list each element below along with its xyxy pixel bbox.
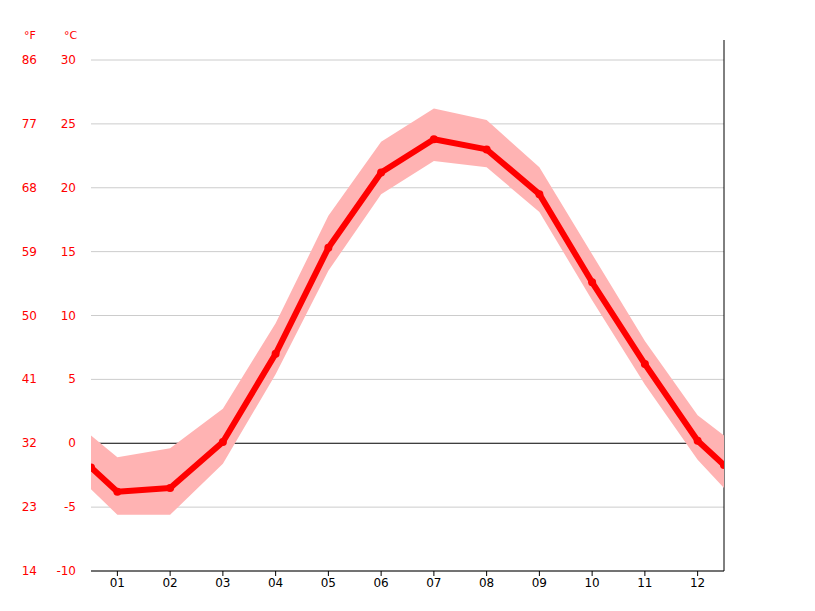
right-axis xyxy=(724,40,725,571)
grid-line xyxy=(91,123,724,124)
marker xyxy=(641,360,649,368)
y-tick-label: 5 xyxy=(68,372,76,386)
grid-line xyxy=(91,60,724,61)
x-tick-label: 08 xyxy=(479,576,494,590)
y2-tick-label: 32 xyxy=(22,436,37,450)
grid-line xyxy=(91,379,724,380)
y2-tick-label: 41 xyxy=(22,372,37,386)
x-tick-label: 07 xyxy=(426,576,441,590)
left-edge xyxy=(91,60,92,571)
y-tick-label: -10 xyxy=(56,564,76,578)
y-tick-label: 30 xyxy=(61,53,76,67)
range-band xyxy=(91,109,724,515)
grid-line xyxy=(91,507,724,508)
marker xyxy=(535,190,543,198)
x-tick-label: 06 xyxy=(373,576,388,590)
marker xyxy=(113,488,121,496)
y2-tick-label: 23 xyxy=(22,500,37,514)
y2-tick-label: 86 xyxy=(22,53,37,67)
y-tick-label: 0 xyxy=(68,436,76,450)
y-tick-label: -5 xyxy=(64,500,76,514)
grid-line xyxy=(91,251,724,252)
marker xyxy=(720,461,724,469)
x-tick-label: 05 xyxy=(321,576,336,590)
y2-tick-label: 50 xyxy=(22,309,37,323)
x-tick-label: 01 xyxy=(110,576,125,590)
marker xyxy=(272,350,280,358)
marker xyxy=(430,135,438,143)
marker xyxy=(694,437,702,445)
x-tick-label: 04 xyxy=(268,576,283,590)
y2-axis-label: °F xyxy=(24,29,36,42)
grid-line xyxy=(91,187,724,188)
marker xyxy=(588,278,596,286)
marker xyxy=(377,168,385,176)
line xyxy=(91,139,724,492)
y-tick-label: 15 xyxy=(61,245,76,259)
x-tick-label: 09 xyxy=(532,576,547,590)
y-tick-label: 10 xyxy=(61,309,76,323)
x-tick-label: 11 xyxy=(637,576,652,590)
y2-tick-label: 59 xyxy=(22,245,37,259)
x-axis xyxy=(91,571,724,572)
y2-tick-label: 68 xyxy=(22,181,37,195)
y-tick-label: 25 xyxy=(61,117,76,131)
y2-tick-label: 14 xyxy=(22,564,37,578)
marker xyxy=(166,484,174,492)
y2-tick-label: 77 xyxy=(22,117,37,131)
x-tick-label: 02 xyxy=(162,576,177,590)
chart: -10-5051015202530142332415059687786°F°C0… xyxy=(0,0,815,611)
y-tick-label: 20 xyxy=(61,181,76,195)
marker xyxy=(483,145,491,153)
y-axis-label: °C xyxy=(64,29,78,42)
marker xyxy=(324,244,332,252)
marker xyxy=(91,464,95,472)
grid-line xyxy=(91,571,724,572)
x-tick-label: 10 xyxy=(584,576,599,590)
plot-area xyxy=(91,109,724,515)
x-tick-label: 03 xyxy=(215,576,230,590)
marker xyxy=(219,438,227,446)
x-tick-label: 12 xyxy=(690,576,705,590)
